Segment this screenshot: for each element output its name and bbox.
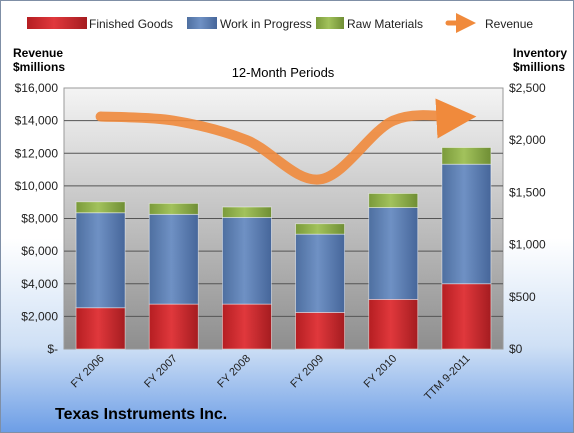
legend-item-raw-materials: Raw Materials — [316, 17, 423, 31]
bar-finished-goods — [295, 312, 345, 350]
bar-raw-materials — [295, 223, 345, 235]
bar-finished-goods — [75, 307, 126, 350]
bar-work-in-progress — [222, 217, 272, 305]
bar-work-in-progress — [148, 213, 199, 305]
left-axis-title-line1: Revenue — [13, 46, 63, 60]
right-tick-label: $0 — [509, 342, 523, 356]
left-tick-label: $10,000 — [15, 179, 59, 193]
bar-work-in-progress — [75, 212, 126, 309]
bar-raw-materials — [441, 147, 492, 165]
left-tick-label: $6,000 — [21, 244, 58, 258]
right-tick-label: $1,000 — [509, 238, 546, 252]
legend-item-finished-goods: Finished Goods — [27, 17, 173, 31]
legend-label-revenue: Revenue — [485, 17, 533, 31]
legend-label-work-in-progress: Work in Progress — [220, 17, 312, 31]
revenue-line — [95, 98, 477, 185]
x-tick-label: FY 2007 — [142, 353, 180, 391]
company-name: Texas Instruments Inc. — [55, 406, 228, 423]
legend-label-raw-materials: Raw Materials — [347, 17, 423, 31]
bar-finished-goods — [222, 303, 272, 350]
left-tick-label: $14,000 — [15, 114, 59, 128]
bars — [75, 147, 492, 350]
x-tick-label: TTM 9-2011 — [422, 353, 472, 403]
left-tick-label: $2,000 — [21, 309, 58, 323]
bar-finished-goods — [368, 299, 419, 350]
left-tick-label: $12,000 — [15, 146, 59, 160]
chart-subtitle: 12-Month Periods — [232, 65, 335, 80]
legend-swatch-finished-goods — [27, 17, 87, 29]
x-axis-ticks: FY 2006 FY 2007 FY 2008 FY 2009 FY 2010 TTM 9… — [69, 353, 473, 403]
left-tick-label: $4,000 — [21, 277, 58, 291]
bar-finished-goods — [441, 283, 492, 350]
left-axis-title-line2: $millions — [13, 60, 65, 74]
left-tick-label: $16,000 — [15, 81, 59, 95]
bar-work-in-progress — [441, 163, 492, 285]
right-tick-label: $1,500 — [509, 185, 546, 199]
right-axis-title-line2: $millions — [513, 60, 565, 74]
bar-work-in-progress — [295, 233, 345, 313]
revenue-series — [95, 98, 477, 185]
legend-label-finished-goods: Finished Goods — [89, 17, 173, 31]
x-tick-label: FY 2006 — [69, 353, 107, 391]
bar-raw-materials — [75, 201, 126, 214]
bar-finished-goods — [148, 303, 199, 350]
right-axis-title-line1: Inventory — [513, 46, 567, 60]
x-tick-label: FY 2009 — [288, 353, 326, 391]
legend: Finished Goods Work in Progress Raw Mate… — [27, 13, 533, 33]
x-tick-label: FY 2008 — [215, 353, 253, 391]
bar-work-in-progress — [368, 207, 419, 300]
left-tick-label: $8,000 — [21, 212, 58, 226]
bar-raw-materials — [222, 206, 272, 218]
gridlines — [64, 120, 503, 317]
left-axis-ticks: $- $2,000 $4,000 $6,000 $8,000 $10,000 $12,000… — [15, 81, 59, 356]
left-tick-label: $- — [47, 342, 58, 356]
legend-item-revenue: Revenue — [445, 13, 533, 33]
legend-item-work-in-progress: Work in Progress — [187, 17, 312, 31]
right-tick-label: $2,000 — [509, 133, 546, 147]
x-tick-label: FY 2010 — [362, 353, 400, 391]
right-tick-label: $500 — [509, 290, 536, 304]
bar-raw-materials — [148, 202, 199, 215]
right-tick-label: $2,500 — [509, 81, 546, 95]
right-axis-ticks: $0 $500 $1,000 $1,500 $2,000 $2,500 — [509, 81, 546, 356]
bar-raw-materials — [368, 193, 419, 208]
legend-swatch-raw-materials — [316, 17, 344, 29]
legend-swatch-work-in-progress — [187, 17, 217, 29]
